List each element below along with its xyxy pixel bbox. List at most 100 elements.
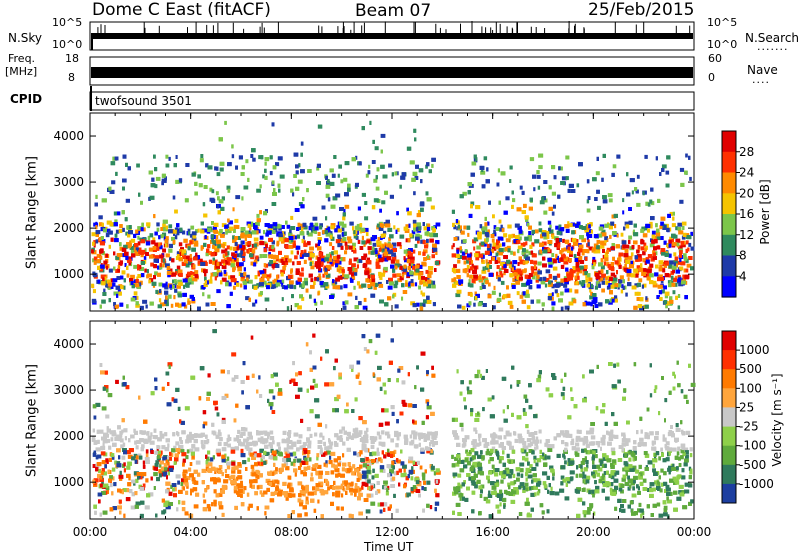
freq-panel-frame xyxy=(89,56,695,86)
date-label: 25/Feb/2015 xyxy=(588,0,695,20)
velocity-ylabel: Slant Range [km] xyxy=(24,364,40,477)
nsky-spike xyxy=(544,28,546,33)
nsky-spike xyxy=(363,22,365,33)
nsky-spike xyxy=(675,25,677,33)
nsky-spike xyxy=(243,28,245,33)
nsky-spike xyxy=(195,22,197,33)
power-colorbar-swatch xyxy=(722,151,736,174)
nsky-spike xyxy=(104,25,106,33)
nsky-spike xyxy=(511,27,513,33)
x-tick-label: 16:00 xyxy=(475,525,510,539)
nsky-spike xyxy=(232,22,234,33)
nsearch-dots: ....... xyxy=(757,40,789,53)
y-tick-label: 3000 xyxy=(53,175,84,189)
x-tick-label: 00:00 xyxy=(677,525,712,539)
nsky-spike xyxy=(643,22,645,33)
velocity-colorbar-tick: -1000 xyxy=(739,477,774,491)
nsky-spike xyxy=(212,25,214,33)
nsky-spike xyxy=(535,27,537,33)
nsky-spike xyxy=(414,22,416,33)
nsky-spike xyxy=(100,24,102,33)
power-colorbar-tick: 16 xyxy=(739,207,754,221)
nsky-spike xyxy=(187,27,188,33)
velocity-colorbar-swatch xyxy=(722,464,736,485)
nsky-spike xyxy=(277,22,279,33)
nsky-spike xyxy=(384,21,386,33)
nsky-spike xyxy=(499,23,501,33)
velocity-colorbar-tick: 100 xyxy=(739,381,762,395)
nsky-spike xyxy=(516,22,518,33)
nsky-spike xyxy=(574,25,575,33)
nsky-tick-high: 10^5 xyxy=(52,16,83,29)
cpid-value: twofsound 3501 xyxy=(95,94,192,108)
velocity-colorbar-swatch xyxy=(722,369,736,389)
nsky-spike xyxy=(97,27,99,33)
x-tick-label: 04:00 xyxy=(173,525,208,539)
velocity-colorbar-tick: -100 xyxy=(739,439,766,453)
nave-label: Nave xyxy=(747,63,778,77)
velocity-colorbar-swatch xyxy=(722,426,736,447)
power-colorbar-swatch xyxy=(722,234,736,257)
power-colorbar-tick: 24 xyxy=(739,166,754,180)
nsearch-tick-low: 10^0 xyxy=(707,38,738,51)
velocity-colorbar-swatch xyxy=(722,350,736,370)
nsky-spike xyxy=(614,22,616,33)
power-colorbar-swatch xyxy=(722,193,736,215)
power-colorbar-swatch xyxy=(722,214,736,236)
power-ylabel: Slant Range [km] xyxy=(24,156,40,269)
y-tick-label: 1000 xyxy=(53,475,84,489)
nsky-spike xyxy=(263,27,265,33)
nsky-spike xyxy=(217,22,219,33)
nsky-panel-frame xyxy=(89,21,695,51)
nsky-spike xyxy=(492,30,494,33)
velocity-colorbar-label: Velocity [m s⁻¹] xyxy=(770,373,784,467)
power-colorbar-swatch xyxy=(722,131,736,153)
nsky-spike xyxy=(261,22,263,33)
power-colorbar-swatch xyxy=(722,172,736,194)
nsky-spike xyxy=(144,27,146,33)
nsky-spike xyxy=(568,21,570,33)
power-colorbar-swatch xyxy=(722,255,736,277)
nsearch-label: N.Search xyxy=(745,31,800,45)
nsky-spike xyxy=(485,27,487,33)
nave-dots: .... xyxy=(752,73,770,86)
xlabel: Time UT xyxy=(364,540,414,554)
y-tick-label: 2000 xyxy=(53,221,84,235)
nsky-spike xyxy=(259,26,261,33)
nsky-spike xyxy=(635,24,637,33)
power-colorbar-tick: 4 xyxy=(739,269,747,283)
power-colorbar-swatch xyxy=(722,276,736,298)
nsky-spike xyxy=(530,26,532,33)
velocity-colorbar-swatch xyxy=(722,388,736,408)
velocity-colorbar-swatch xyxy=(722,331,736,351)
nsky-spike xyxy=(206,24,208,33)
nsky-spike xyxy=(321,26,323,33)
nsky-tick-low: 10^0 xyxy=(52,38,83,51)
nsky-spike xyxy=(490,27,492,33)
nsky-spike xyxy=(353,22,355,33)
nsearch-tick-high: 10^5 xyxy=(707,16,738,29)
nsky-spike xyxy=(460,23,461,33)
nsky-spike xyxy=(517,22,518,33)
nsky-spike xyxy=(439,27,441,33)
y-tick-label: 3000 xyxy=(53,383,84,397)
nsky-trace xyxy=(91,21,693,50)
nsky-spike xyxy=(343,26,345,33)
freq-tick-low: 8 xyxy=(68,71,75,84)
y-tick-label: 1000 xyxy=(53,267,84,281)
nsky-spike xyxy=(435,23,437,33)
velocity-colorbar-swatch xyxy=(722,483,736,504)
nsky-spike xyxy=(158,25,160,33)
freq-trace xyxy=(91,67,693,78)
velocity-colorbar-tick: 25 xyxy=(739,400,754,414)
power-colorbar-label: Power [dB] xyxy=(758,179,772,245)
nsky-spike xyxy=(361,25,363,33)
power-heatmap xyxy=(91,120,695,311)
station-title: Dome C East (fitACF) xyxy=(92,0,271,20)
power-colorbar-tick: 20 xyxy=(739,186,754,200)
y-tick-label: 2000 xyxy=(53,429,84,443)
nsky-spike xyxy=(413,22,415,33)
nsky-spike xyxy=(574,23,576,33)
x-tick-label: 20:00 xyxy=(576,525,611,539)
y-tick-label: 4000 xyxy=(53,337,84,351)
